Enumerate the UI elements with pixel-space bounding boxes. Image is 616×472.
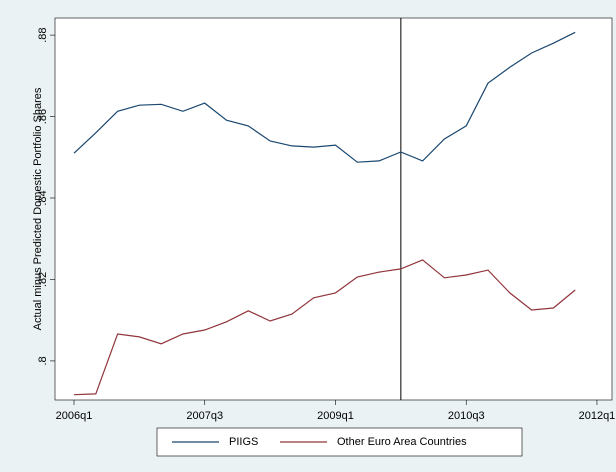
legend-label: PIIGS [229,436,258,448]
y-tick-label: .82 [37,272,49,287]
legend-label: Other Euro Area Countries [337,436,467,448]
y-axis-label: Actual minus Predicted Domestic Portfoli… [32,87,44,330]
y-tick-label: .8 [37,356,49,365]
x-tick-label: 2012q1 [579,410,616,422]
y-tick-label: .88 [37,27,49,42]
y-tick-label: .84 [37,190,49,205]
x-tick-label: 2010q3 [448,410,485,422]
line-series [73,259,576,396]
y-tick-label: .86 [37,109,49,124]
x-tick-label: 2009q1 [317,410,354,422]
x-tick-label: 2006q1 [56,410,93,422]
line-series [73,31,576,163]
plot-area [54,17,613,401]
x-tick-label: 2007q3 [186,410,223,422]
